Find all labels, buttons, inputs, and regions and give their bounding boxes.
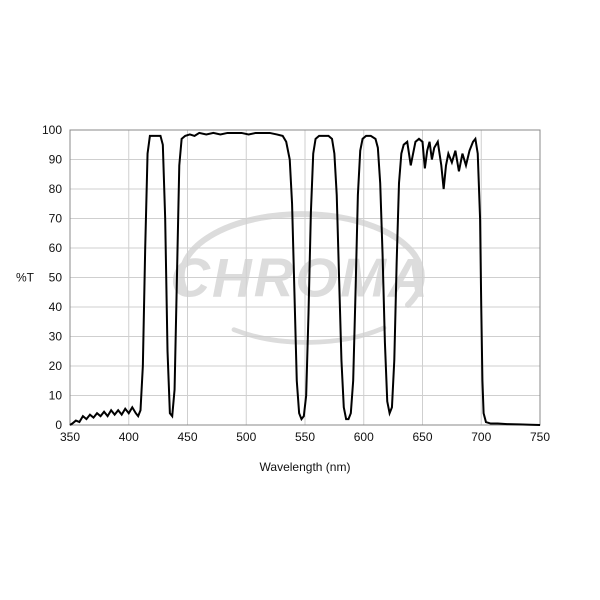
y-tick-label: 0	[55, 418, 62, 432]
watermark: CHROMA	[170, 214, 429, 342]
y-tick-label: 10	[49, 389, 63, 403]
x-tick-label: 500	[236, 430, 256, 444]
y-tick-label: 50	[49, 271, 63, 285]
y-tick-label: 80	[49, 182, 63, 196]
y-tick-label: 90	[49, 153, 63, 167]
x-tick-label: 550	[295, 430, 315, 444]
y-tick-label: 40	[49, 300, 63, 314]
y-tick-label: 100	[42, 123, 62, 137]
x-tick-label: 650	[412, 430, 432, 444]
y-tick-label: 70	[49, 212, 63, 226]
x-axis-label: Wavelength (nm)	[260, 460, 351, 474]
x-tick-label: 600	[354, 430, 374, 444]
y-tick-label: 30	[49, 330, 63, 344]
x-tick-label: 450	[177, 430, 197, 444]
y-axis-label: %T	[16, 271, 35, 285]
x-tick-label: 400	[119, 430, 139, 444]
x-tick-label: 700	[471, 430, 491, 444]
x-tick-label: 350	[60, 430, 80, 444]
x-tick-label: 750	[530, 430, 550, 444]
y-tick-label: 20	[49, 359, 63, 373]
grid	[70, 130, 540, 425]
y-tick-label: 60	[49, 241, 63, 255]
